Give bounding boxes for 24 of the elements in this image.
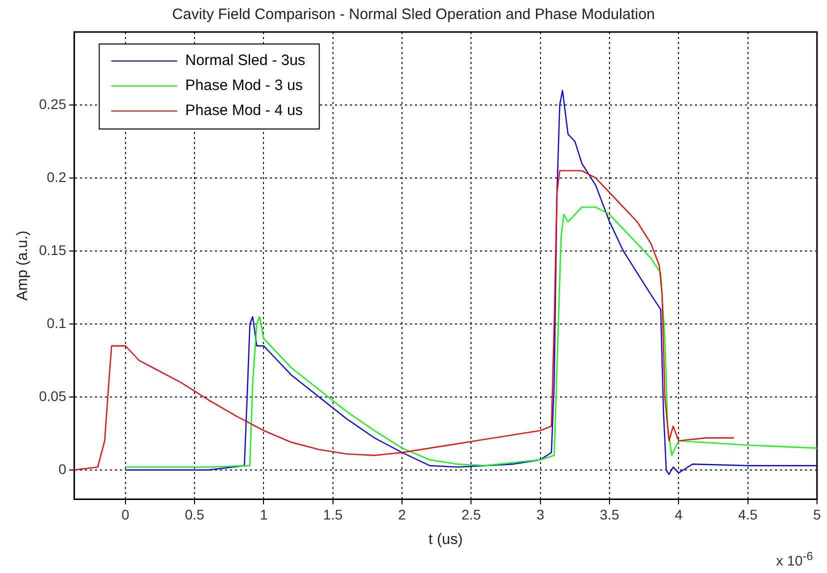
x-tick-label: 2 <box>398 506 406 522</box>
x-tick-label: 4 <box>674 506 683 522</box>
legend-label: Phase Mod - 4 us <box>185 102 303 120</box>
x-tick-label: 4.5 <box>738 506 758 522</box>
text: x 10$^{-6}$ <box>776 550 813 569</box>
legend-label: Phase Mod - 3 us <box>185 77 303 94</box>
y-tick-label: 0.15 <box>39 242 66 258</box>
y-axis-title: Amp (a.u.) <box>14 230 32 301</box>
x-tick-label: 5 <box>813 506 822 522</box>
x-tick-label: 3.5 <box>600 506 620 522</box>
x-tick-label: 1 <box>260 506 268 522</box>
y-tick-label: 0.25 <box>39 96 66 112</box>
y-tick-label: 0.2 <box>46 168 66 185</box>
x-tick-label: 0.5 <box>184 506 205 522</box>
y-tick-label: 0 <box>58 460 66 477</box>
chart-title: Cavity Field Comparison - Normal Sled Operation and Phase Modulation <box>172 6 655 24</box>
x-tick-label: 1.5 <box>323 506 343 522</box>
x-tick-label: 0 <box>122 506 130 522</box>
y-tick-label: 0.05 <box>39 388 66 404</box>
x-axis-title: t (us) <box>428 531 463 548</box>
legend-label: Normal Sled - 3us <box>185 52 306 70</box>
x-tick-label: 2.5 <box>461 506 482 522</box>
y-tick-label: 0.1 <box>46 314 66 331</box>
x-tick-label: 3 <box>536 506 544 522</box>
